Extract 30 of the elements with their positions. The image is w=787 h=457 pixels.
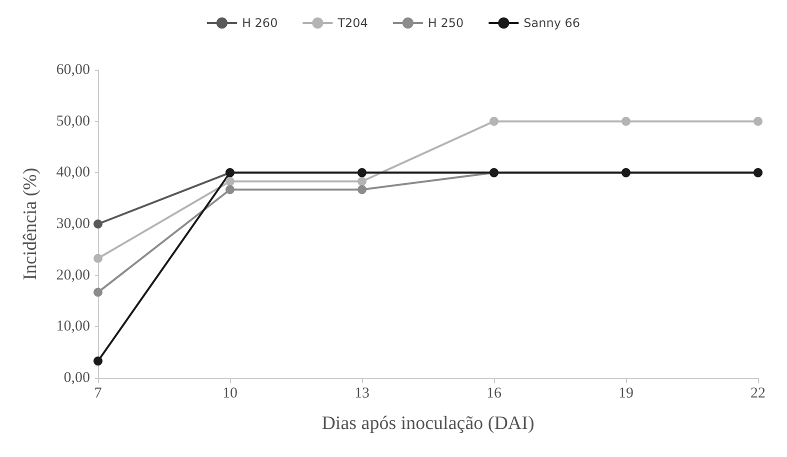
- y-tick-label: 10,00: [56, 318, 90, 335]
- y-tick-label: 40,00: [56, 164, 90, 181]
- point: [226, 176, 234, 186]
- point: [358, 176, 366, 186]
- x-tick-label: 19: [618, 386, 634, 402]
- point: [94, 288, 102, 297]
- point: [490, 116, 498, 126]
- point: [94, 220, 102, 228]
- y-tick-label: 60,00: [56, 62, 90, 78]
- x-tick-label: 13: [354, 386, 370, 402]
- x-tick-label: 16: [486, 386, 502, 402]
- y-tick-label: 0,00: [64, 370, 90, 386]
- x-axis-title: Dias após inoculação (DAI): [322, 413, 534, 434]
- point: [94, 356, 102, 366]
- point: [358, 185, 366, 194]
- y-axis-title: Incidência (%): [20, 168, 41, 280]
- x-tick-label: 7: [94, 386, 102, 402]
- point: [94, 254, 102, 263]
- legend-label: T204: [336, 16, 368, 30]
- x-tick-label: 22: [750, 386, 766, 402]
- x-tick-label: 10: [222, 386, 238, 402]
- y-tick-label: 30,00: [56, 216, 90, 232]
- point: [622, 116, 630, 126]
- y-tick-label: 50,00: [56, 113, 90, 130]
- y-tick-label: 20,00: [56, 267, 90, 284]
- legend-label: H 260: [242, 16, 278, 30]
- legend-label: Sanny 66: [524, 16, 580, 30]
- legend-label: H 250: [428, 16, 464, 30]
- point: [226, 185, 234, 194]
- point: [754, 116, 762, 126]
